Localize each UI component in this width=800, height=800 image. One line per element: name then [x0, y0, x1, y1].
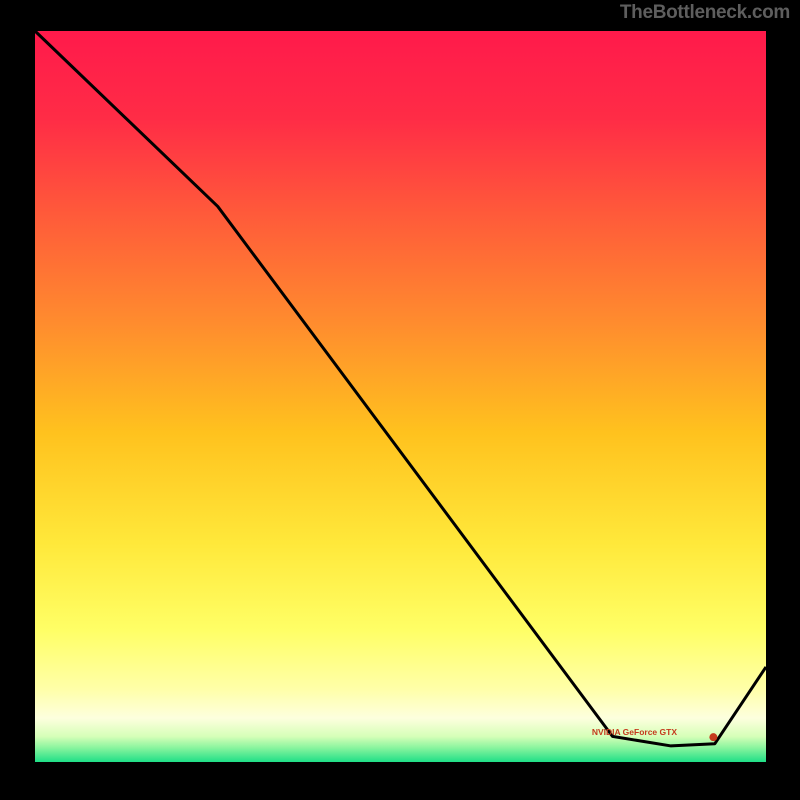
chart-plot-area	[35, 31, 766, 762]
bottleneck-chart: NVIDIA GeForce GTX	[0, 0, 800, 800]
chart-container: NVIDIA GeForce GTX TheBottleneck.com	[0, 0, 800, 800]
gpu-marker-dot	[709, 733, 717, 741]
gpu-marker-label: NVIDIA GeForce GTX	[592, 727, 678, 737]
watermark-text: TheBottleneck.com	[620, 2, 790, 24]
